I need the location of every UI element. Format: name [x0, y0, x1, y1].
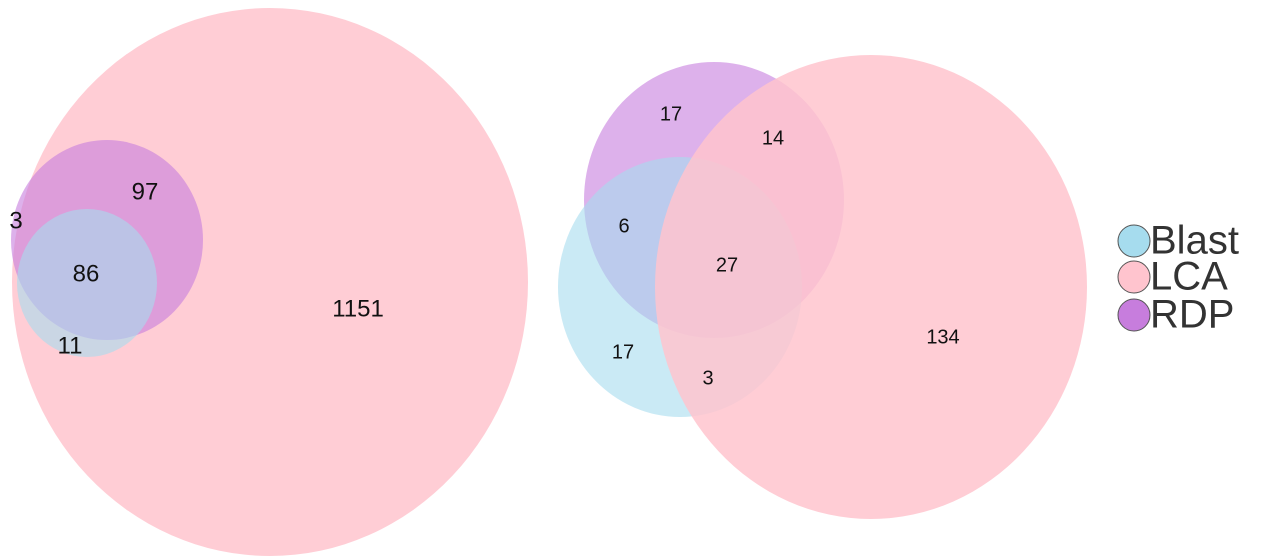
- region-count: 6: [618, 215, 629, 237]
- region-count: 1151: [332, 295, 384, 322]
- region-count: 27: [716, 254, 738, 276]
- legend-label: Blast: [1150, 219, 1239, 263]
- region-count: 17: [612, 341, 634, 363]
- legend-swatch: [1117, 298, 1151, 332]
- set-lca: [12, 8, 528, 556]
- region-count: 11: [58, 332, 83, 359]
- region-count: 97: [132, 178, 159, 205]
- region-count: 14: [762, 127, 784, 149]
- region-count: 3: [9, 207, 22, 234]
- legend-label: LCA: [1150, 255, 1228, 299]
- region-count: 86: [73, 260, 100, 287]
- legend-swatch: [1117, 260, 1151, 294]
- set-lca: [655, 55, 1087, 519]
- legend-label: RDP: [1150, 293, 1234, 337]
- region-count: 3: [702, 367, 713, 389]
- legend-swatch: [1117, 224, 1151, 258]
- region-count: 17: [660, 103, 682, 125]
- region-count: 134: [926, 326, 959, 348]
- set-blast: [17, 209, 157, 357]
